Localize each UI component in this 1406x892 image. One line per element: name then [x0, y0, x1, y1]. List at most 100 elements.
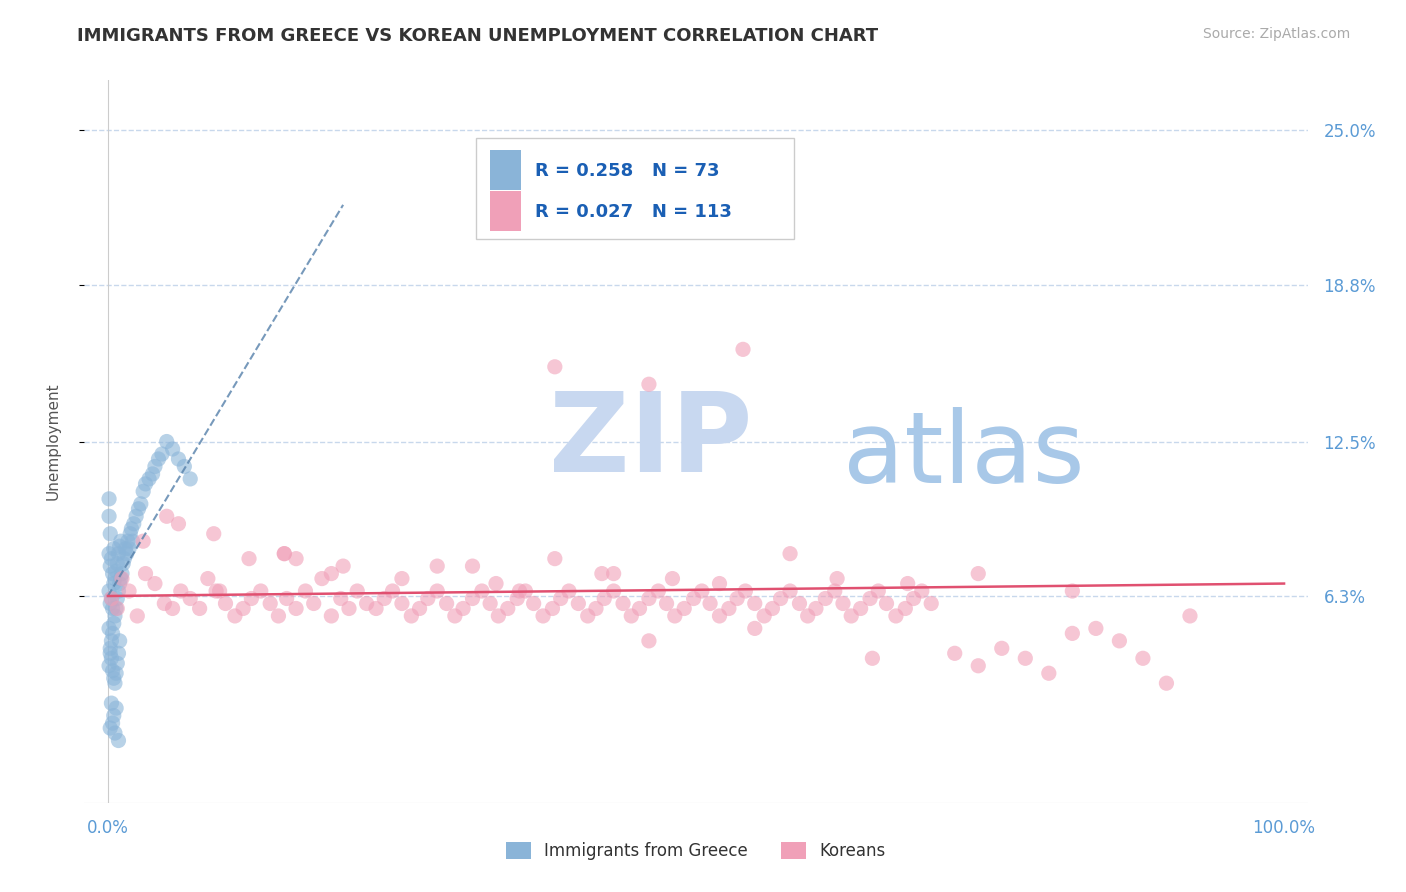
Point — [897, 576, 920, 591]
FancyBboxPatch shape — [475, 138, 794, 239]
Point — [127, 501, 149, 516]
Point — [135, 476, 157, 491]
Point — [101, 601, 124, 615]
Point — [943, 646, 966, 660]
Point — [332, 559, 354, 574]
Point — [1014, 651, 1036, 665]
Point — [591, 566, 613, 581]
Point — [602, 584, 624, 599]
Point — [576, 609, 599, 624]
Point — [138, 472, 160, 486]
Point — [558, 584, 581, 599]
Point — [832, 597, 855, 611]
Text: R = 0.258   N = 73: R = 0.258 N = 73 — [534, 161, 718, 179]
Point — [273, 547, 295, 561]
Point — [638, 377, 661, 392]
Point — [103, 541, 125, 556]
Point — [105, 701, 128, 715]
Point — [115, 547, 138, 561]
Point — [967, 566, 990, 581]
Point — [238, 551, 260, 566]
Point — [276, 591, 298, 606]
Point — [824, 584, 846, 599]
Text: atlas: atlas — [842, 408, 1084, 505]
Point — [860, 651, 883, 665]
Point — [121, 534, 143, 549]
Point — [98, 491, 121, 506]
Point — [167, 452, 190, 467]
Point — [118, 584, 141, 599]
Point — [1132, 651, 1154, 665]
Point — [967, 658, 990, 673]
Point — [804, 601, 827, 615]
Point — [197, 572, 219, 586]
Point — [1062, 584, 1084, 599]
Point — [444, 609, 467, 624]
Point — [321, 566, 343, 581]
Point — [796, 609, 818, 624]
Point — [655, 597, 678, 611]
Point — [744, 597, 766, 611]
Point — [107, 584, 129, 599]
Point — [285, 551, 308, 566]
Point — [148, 452, 170, 467]
Point — [1108, 633, 1130, 648]
Point — [356, 597, 378, 611]
Point — [156, 434, 179, 449]
Point — [111, 572, 134, 586]
Point — [426, 584, 449, 599]
Point — [682, 591, 704, 606]
Point — [991, 641, 1014, 656]
Point — [122, 516, 145, 531]
Point — [101, 566, 124, 581]
Point — [143, 459, 166, 474]
Point — [381, 584, 404, 599]
Text: IMMIGRANTS FROM GREECE VS KOREAN UNEMPLOYMENT CORRELATION CHART: IMMIGRANTS FROM GREECE VS KOREAN UNEMPLO… — [77, 27, 879, 45]
Point — [664, 609, 686, 624]
Point — [717, 601, 740, 615]
Point — [638, 591, 661, 606]
Point — [436, 597, 458, 611]
Point — [107, 646, 129, 660]
Point — [509, 584, 531, 599]
Point — [884, 609, 907, 624]
Point — [709, 609, 731, 624]
Point — [690, 584, 713, 599]
Point — [170, 584, 193, 599]
Point — [105, 591, 128, 606]
Point — [628, 601, 651, 615]
Point — [100, 551, 122, 566]
Point — [920, 597, 942, 611]
Point — [346, 584, 368, 599]
Point — [98, 646, 121, 660]
Point — [108, 576, 131, 591]
Point — [98, 641, 121, 656]
Point — [240, 591, 263, 606]
Point — [337, 601, 360, 615]
Point — [179, 472, 201, 486]
Point — [98, 721, 121, 735]
Point — [550, 591, 572, 606]
Point — [224, 609, 246, 624]
Point — [876, 597, 898, 611]
Point — [661, 572, 683, 586]
Point — [101, 626, 124, 640]
Point — [188, 601, 211, 615]
Point — [311, 572, 333, 586]
Point — [471, 584, 494, 599]
Point — [98, 621, 121, 635]
Point — [593, 591, 616, 606]
FancyBboxPatch shape — [491, 191, 522, 230]
Point — [259, 597, 281, 611]
Point — [779, 584, 801, 599]
Point — [208, 584, 231, 599]
Point — [612, 597, 634, 611]
Legend: Immigrants from Greece, Koreans: Immigrants from Greece, Koreans — [499, 835, 893, 867]
Point — [814, 591, 837, 606]
Point — [515, 584, 537, 599]
Point — [135, 566, 157, 581]
Point — [249, 584, 271, 599]
Point — [461, 591, 484, 606]
Point — [104, 609, 127, 624]
Point — [531, 609, 554, 624]
